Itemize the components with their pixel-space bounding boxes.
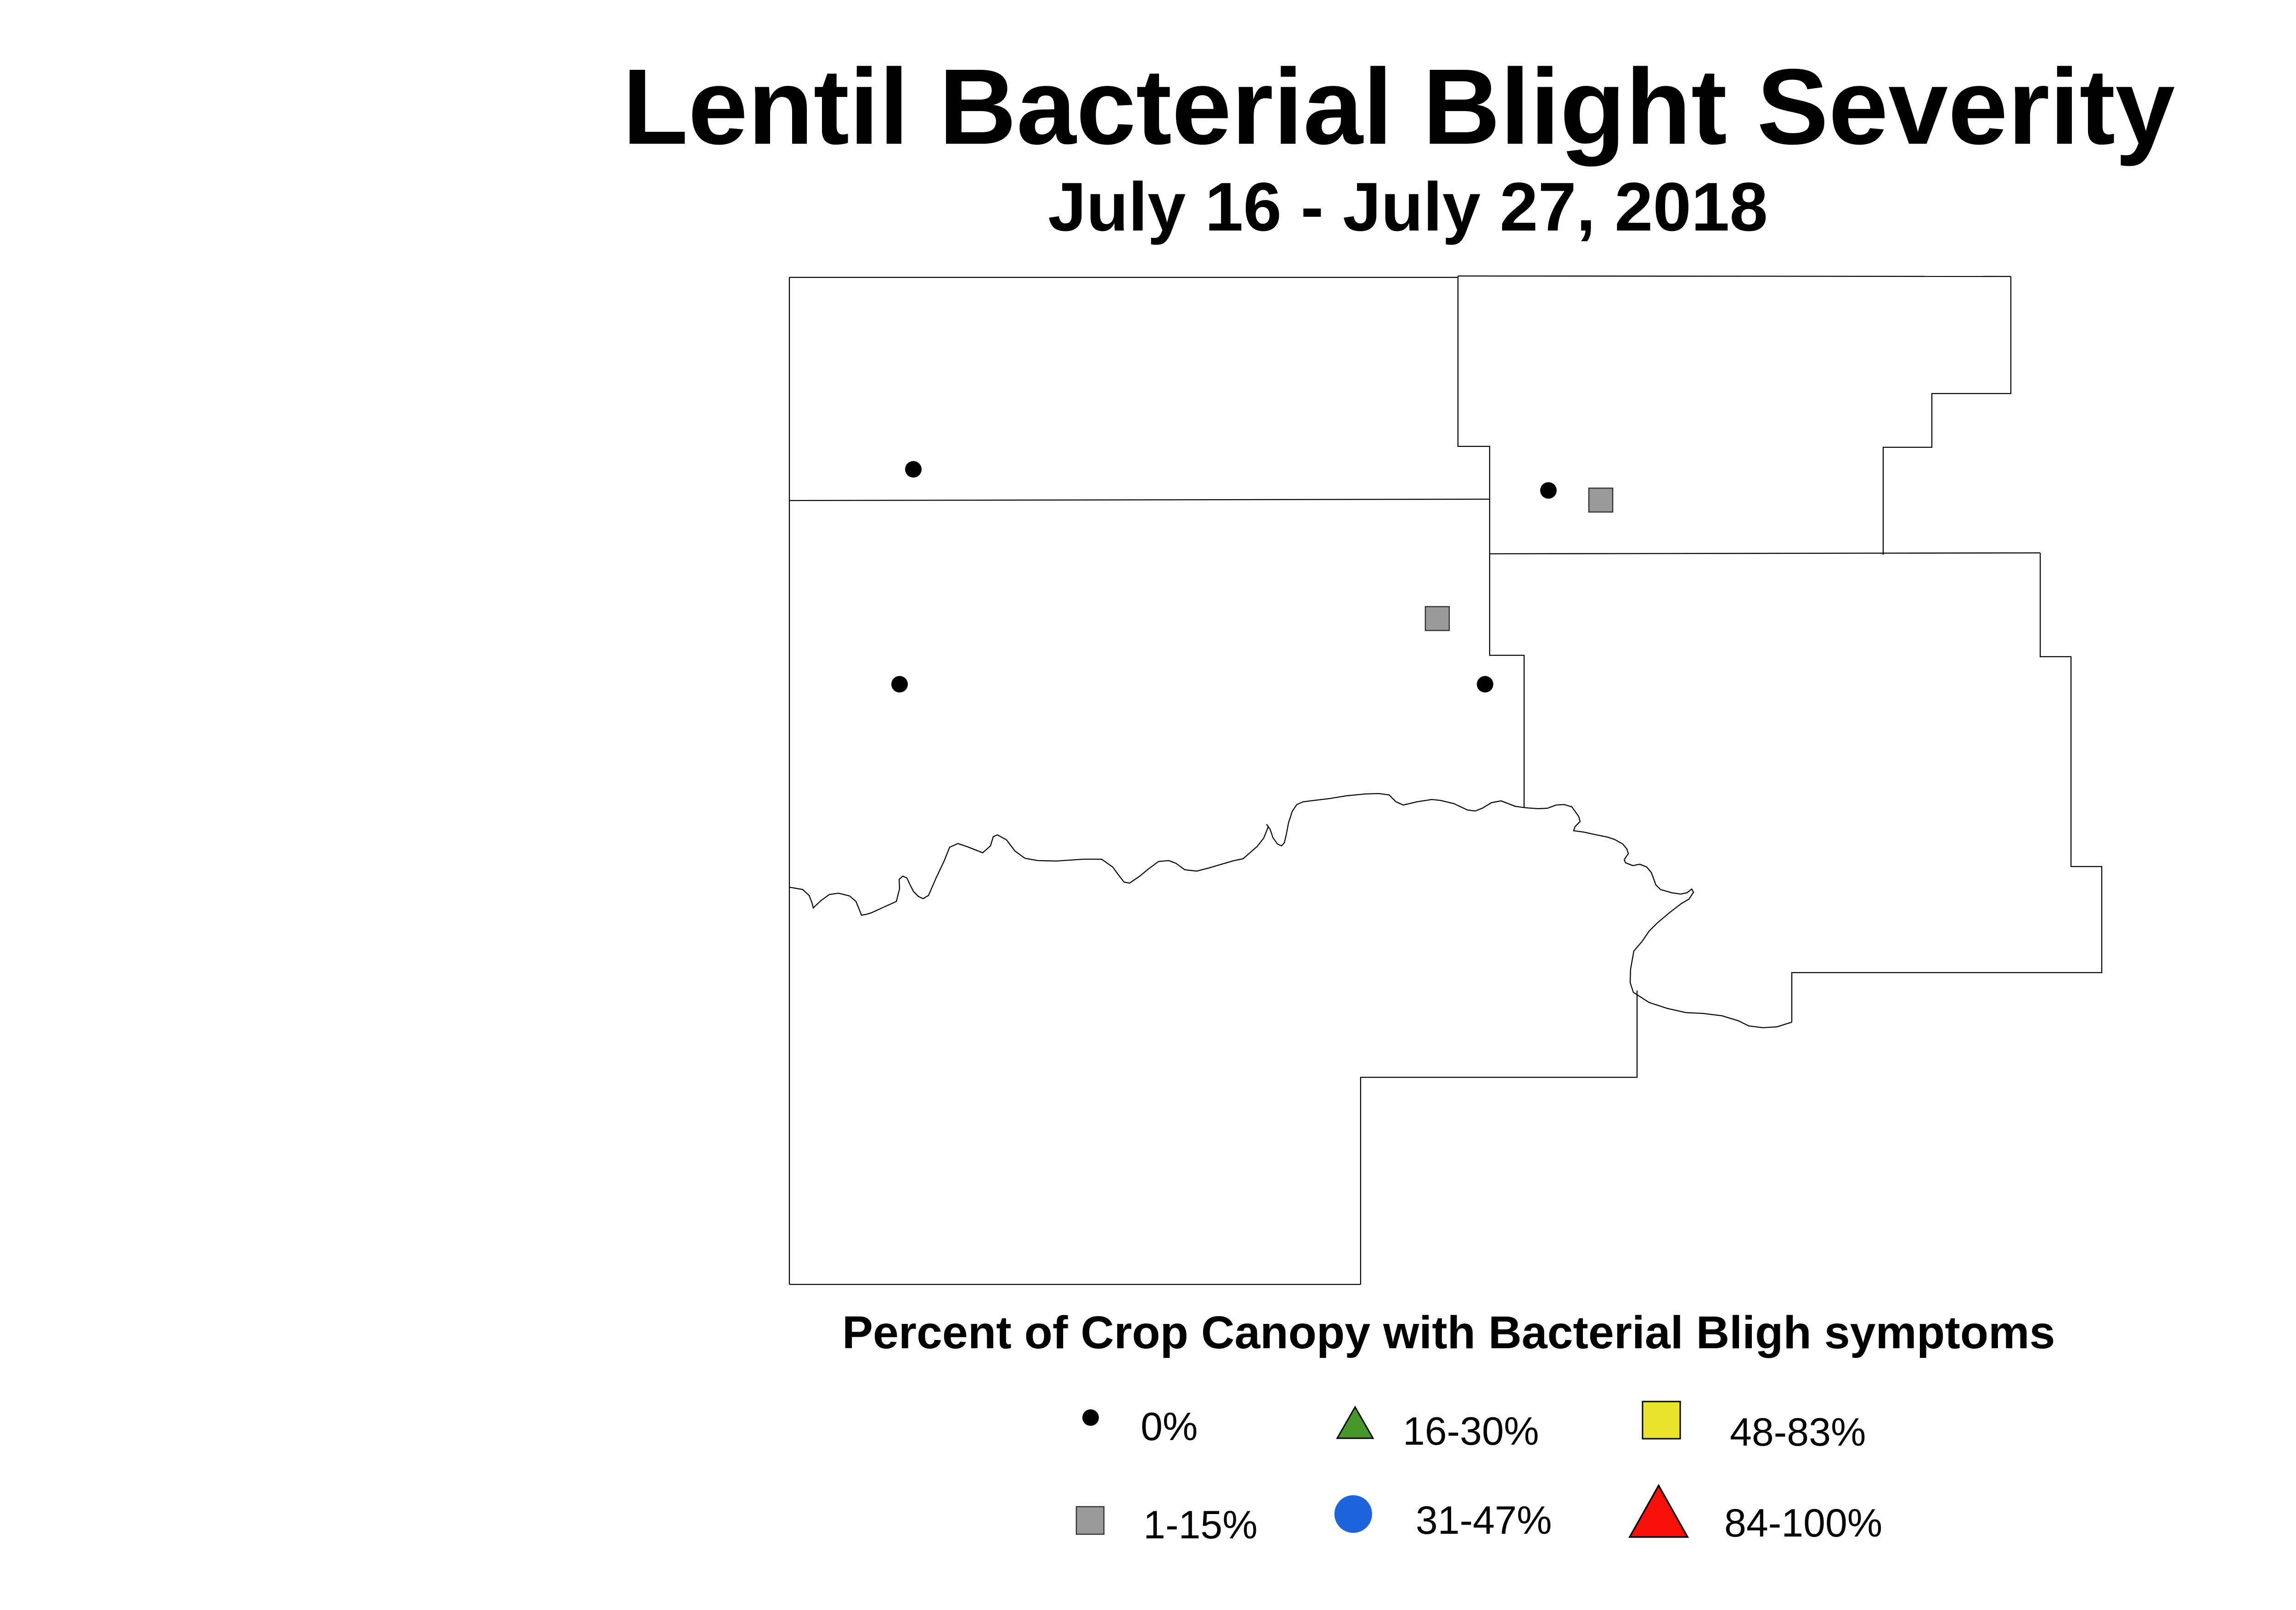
svg-text:Percent of Crop Canopy with Ba: Percent of Crop Canopy with Bacterial Bl… — [842, 1307, 2055, 1358]
svg-text:48-83%: 48-83% — [1730, 1410, 1866, 1454]
svg-text:July 16 - July 27, 2018: July 16 - July 27, 2018 — [1048, 168, 1768, 245]
svg-text:0%: 0% — [1141, 1405, 1198, 1449]
svg-text:Lentil Bacterial Blight Severi: Lentil Bacterial Blight Severity — [622, 46, 2175, 167]
svg-text:31-47%: 31-47% — [1416, 1498, 1552, 1542]
svg-text:84-100%: 84-100% — [1724, 1501, 1882, 1545]
svg-text:1-15%: 1-15% — [1143, 1503, 1258, 1547]
svg-text:16-30%: 16-30% — [1403, 1409, 1539, 1453]
